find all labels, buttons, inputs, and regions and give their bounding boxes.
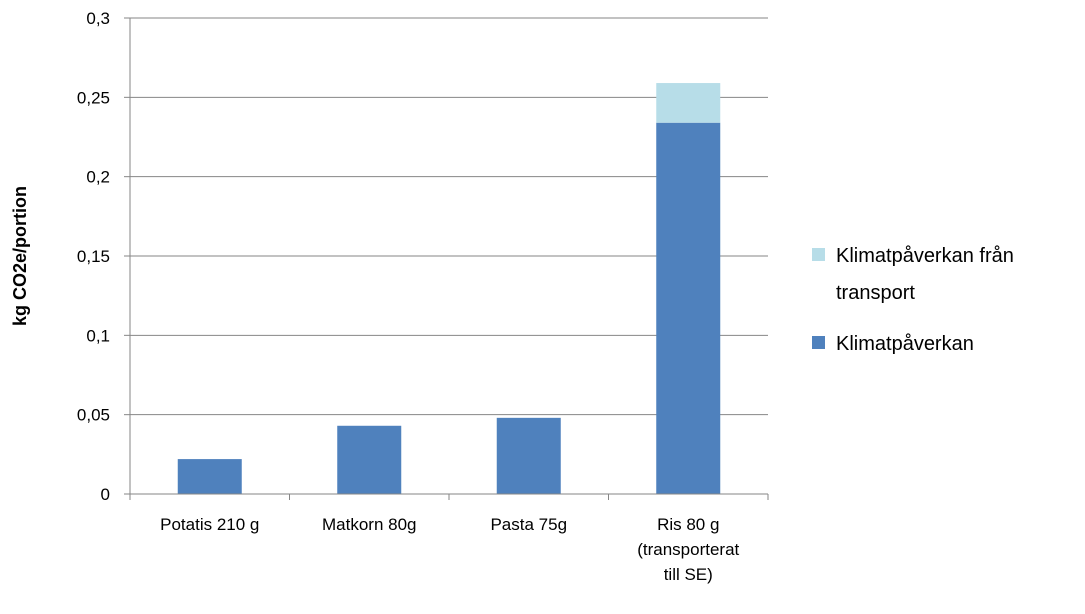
x-tick-label: (transporterat — [637, 540, 739, 559]
x-tick-labels: Potatis 210 g Matkorn 80g Pasta 75g Ris 80 … — [160, 515, 739, 584]
x-tick-label: Pasta 75g — [490, 515, 567, 534]
bar-segment-klimatpaverkan — [496, 417, 561, 494]
y-tick-label: 0 — [101, 485, 110, 504]
bars — [177, 83, 721, 494]
bar-segment-klimatpaverkan — [656, 122, 721, 494]
axes — [124, 17, 769, 500]
legend: Klimatpåverkan fråntransportKlimatpåverk… — [812, 245, 1014, 355]
y-tick-label: 0,1 — [86, 326, 110, 345]
bar-segment-transport — [656, 83, 721, 123]
x-tick-label: till SE) — [664, 565, 713, 584]
y-tick-label: 0,15 — [77, 247, 110, 266]
legend-swatch — [812, 336, 825, 349]
legend-label: Klimatpåverkan — [836, 333, 974, 355]
y-axis-label: kg CO2e/portion — [10, 186, 30, 326]
legend-label: Klimatpåverkan från — [836, 245, 1014, 267]
y-tick-label: 0,3 — [86, 9, 110, 28]
y-tick-label: 0,05 — [77, 406, 110, 425]
legend-entry-klimatpaverkan: Klimatpåverkan — [812, 333, 974, 355]
legend-entry-transport: Klimatpåverkan från transport — [812, 245, 1014, 304]
legend-label: transport — [836, 282, 915, 304]
bar-segment-klimatpaverkan — [177, 459, 242, 494]
legend-swatch — [812, 248, 825, 261]
x-tick-label: Ris 80 g — [657, 515, 719, 534]
x-tick-label: Matkorn 80g — [322, 515, 417, 534]
y-tick-label: 0,2 — [86, 168, 110, 187]
y-tick-labels: 0 0,05 0,1 0,15 0,2 0,25 0,3 — [77, 9, 110, 504]
bar-segment-klimatpaverkan — [337, 425, 402, 494]
y-tick-label: 0,25 — [77, 88, 110, 107]
x-tick-label: Potatis 210 g — [160, 515, 259, 534]
